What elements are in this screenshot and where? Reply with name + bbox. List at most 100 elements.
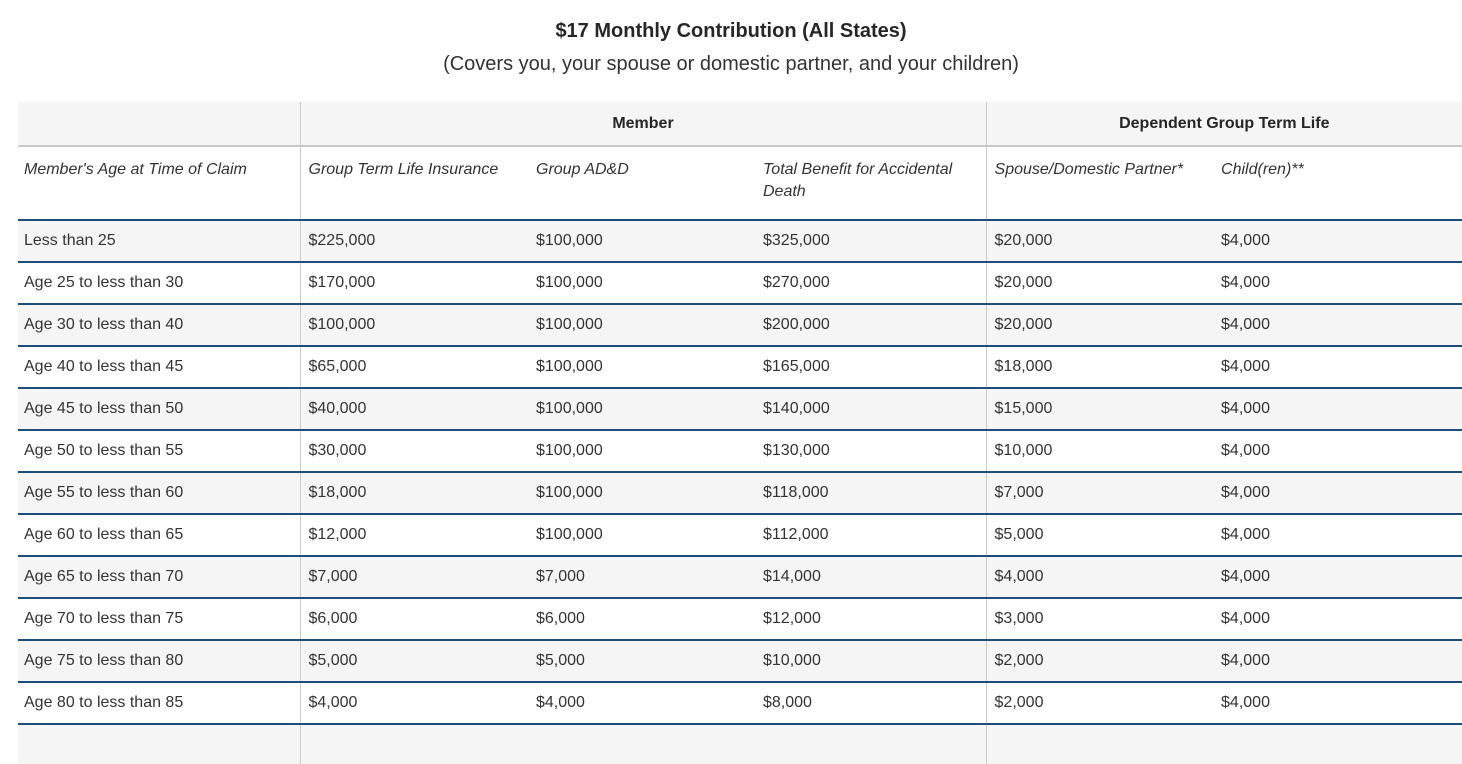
benefits-table: Member Dependent Group Term Life Member'… [18,102,1462,764]
amount-cell: $12,000 [755,598,987,641]
amount-cell: $14,000 [755,556,987,599]
table-row: Age 50 to less than 55 $30,000 $100,000 $13… [18,430,1462,473]
page-title: $17 Monthly Contribution (All States) [555,20,907,42]
age-band-cell: Age 65 to less than 70 [18,556,300,599]
table-head: Member Dependent Group Term Life Member'… [18,102,1462,221]
table-row: Age 25 to less than 30 $170,000 $100,000 $2… [18,262,1462,305]
table-body: Less than 25 $225,000 $100,000 $325,000 $20,… [18,220,1462,764]
title-block: $17 Monthly Contribution (All States) (C… [0,18,1462,77]
amount-cell: $18,000 [985,346,1214,389]
table-row: Age 45 to less than 50 $40,000 $100,000 $14… [18,388,1462,431]
table-row: Age 40 to less than 45 $65,000 $100,000 $16… [18,346,1462,389]
amount-cell: $5,000 [299,640,528,683]
age-band-cell [18,724,300,764]
amount-cell [985,724,1214,764]
amount-cell: $4,000 [1213,514,1462,557]
amount-cell: $100,000 [528,430,755,473]
amount-cell: $4,000 [1213,388,1462,431]
amount-cell: $4,000 [1213,220,1462,263]
amount-cell: $4,000 [1213,304,1462,347]
amount-cell: $325,000 [755,220,987,263]
amount-cell: $20,000 [985,262,1214,305]
amount-cell [1213,724,1462,764]
age-band-cell: Age 60 to less than 65 [18,514,300,557]
amount-cell [755,724,986,764]
column-header-children: Child(ren)** [1213,146,1462,221]
amount-cell: $15,000 [985,388,1214,431]
amount-cell: $30,000 [299,430,528,473]
table-row: Less than 25 $225,000 $100,000 $325,000 $20,… [18,220,1462,263]
amount-cell: $4,000 [1213,640,1462,683]
age-band-cell: Age 25 to less than 30 [18,262,300,305]
table-row: Age 55 to less than 60 $18,000 $100,000 $11… [18,472,1462,515]
amount-cell: $7,000 [985,472,1214,515]
table-row: Age 80 to less than 85 $4,000 $4,000 $8,000… [18,682,1462,725]
column-header-add: Group AD&D [528,146,755,221]
amount-cell: $4,000 [1213,682,1462,725]
age-band-cell: Age 55 to less than 60 [18,472,300,515]
amount-cell: $4,000 [1213,556,1462,599]
amount-cell: $4,000 [1213,472,1462,515]
age-band-cell: Age 75 to less than 80 [18,640,300,683]
age-band-cell: Age 45 to less than 50 [18,388,300,431]
amount-cell: $4,000 [1213,346,1462,389]
amount-cell [299,724,528,764]
table-row: Age 60 to less than 65 $12,000 $100,000 $11… [18,514,1462,557]
age-band-cell: Age 70 to less than 75 [18,598,300,641]
amount-cell: $200,000 [755,304,987,347]
column-header-age: Member's Age at Time of Claim [18,146,300,221]
amount-cell: $100,000 [528,472,755,515]
amount-cell: $8,000 [755,682,987,725]
table-row: Age 75 to less than 80 $5,000 $5,000 $10,00… [18,640,1462,683]
table-row: Age 30 to less than 40 $100,000 $100,000 $2… [18,304,1462,347]
amount-cell: $100,000 [528,220,755,263]
amount-cell: $4,000 [299,682,528,725]
amount-cell: $65,000 [299,346,528,389]
amount-cell: $5,000 [985,514,1214,557]
amount-cell: $4,000 [1213,430,1462,473]
amount-cell: $165,000 [755,346,987,389]
amount-cell: $100,000 [528,346,755,389]
column-header-total-benefit: Total Benefit for Accidental Death [755,146,987,221]
age-band-cell: Age 30 to less than 40 [18,304,300,347]
amount-cell: $6,000 [528,598,755,641]
amount-cell: $3,000 [985,598,1214,641]
amount-cell: $100,000 [528,262,755,305]
amount-cell: $2,000 [985,640,1214,683]
amount-cell: $140,000 [755,388,987,431]
group-header-member: Member [299,102,987,147]
amount-cell: $18,000 [299,472,528,515]
amount-cell: $4,000 [985,556,1214,599]
amount-cell: $100,000 [528,514,755,557]
amount-cell: $6,000 [299,598,528,641]
amount-cell: $10,000 [985,430,1214,473]
table-row-partial [18,724,1462,764]
amount-cell: $12,000 [299,514,528,557]
amount-cell: $20,000 [985,304,1214,347]
amount-cell: $10,000 [755,640,987,683]
amount-cell: $4,000 [528,682,755,725]
column-header-spouse: Spouse/Domestic Partner* [985,146,1214,221]
group-header-corner [18,102,300,147]
amount-cell: $130,000 [755,430,987,473]
amount-cell: $270,000 [755,262,987,305]
column-header-term-life: Group Term Life Insurance [299,146,528,221]
amount-cell: $112,000 [755,514,987,557]
amount-cell: $40,000 [299,388,528,431]
amount-cell [528,724,755,764]
age-band-cell: Age 40 to less than 45 [18,346,300,389]
age-band-cell: Age 80 to less than 85 [18,682,300,725]
amount-cell: $100,000 [528,388,755,431]
group-header-dependent: Dependent Group Term Life [985,102,1462,147]
age-band-cell: Age 50 to less than 55 [18,430,300,473]
amount-cell: $100,000 [299,304,528,347]
table-row: Age 70 to less than 75 $6,000 $6,000 $12,00… [18,598,1462,641]
amount-cell: $2,000 [985,682,1214,725]
table-row: Age 65 to less than 70 $7,000 $7,000 $14,00… [18,556,1462,599]
amount-cell: $4,000 [1213,262,1462,305]
amount-cell: $5,000 [528,640,755,683]
column-header-row: Member's Age at Time of Claim Group Term… [18,146,1462,221]
amount-cell: $4,000 [1213,598,1462,641]
amount-cell: $118,000 [755,472,987,515]
